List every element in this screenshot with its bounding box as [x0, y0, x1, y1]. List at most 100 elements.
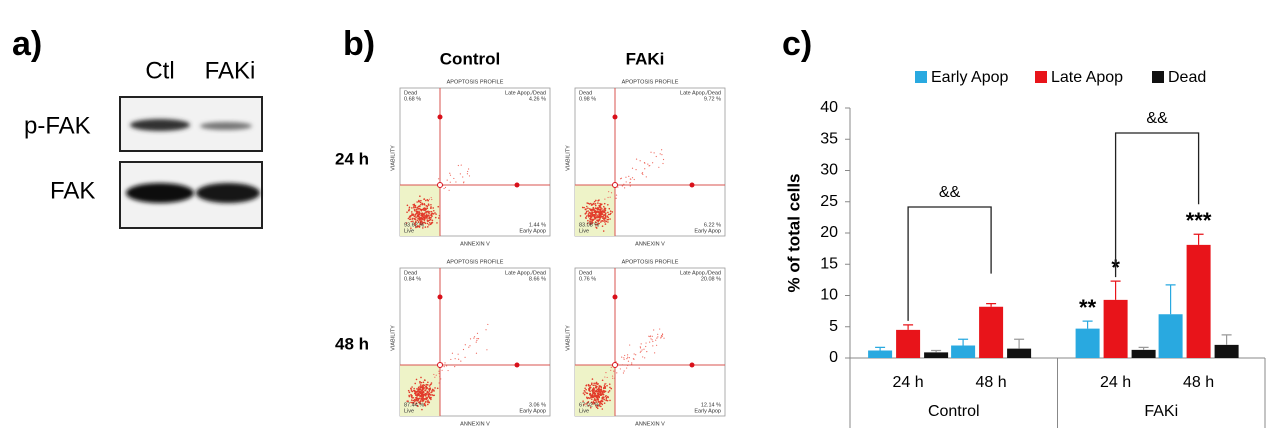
error-bar — [1014, 339, 1024, 348]
error-bar — [1083, 321, 1093, 329]
event — [410, 218, 412, 220]
event — [595, 212, 597, 214]
event — [445, 187, 446, 188]
event — [586, 396, 588, 398]
event — [610, 197, 611, 198]
plot-title: APOPTOSIS PROFILE — [447, 259, 504, 265]
event — [596, 382, 598, 384]
event — [627, 357, 628, 358]
gate-handle — [438, 295, 443, 300]
significance-label: *** — [1186, 208, 1212, 233]
event — [592, 391, 594, 393]
event — [649, 165, 650, 166]
event — [642, 356, 643, 357]
event — [608, 391, 610, 393]
event — [411, 207, 413, 209]
event — [427, 401, 429, 403]
event — [425, 384, 427, 386]
event — [425, 386, 427, 388]
event — [426, 397, 428, 399]
event — [601, 403, 603, 405]
y-axis-label: VIABILITY — [565, 325, 571, 351]
event — [640, 160, 641, 161]
event — [607, 212, 609, 214]
event — [598, 396, 600, 398]
event — [616, 198, 617, 199]
event — [586, 211, 588, 213]
event — [428, 402, 430, 404]
event — [657, 336, 658, 337]
event — [633, 358, 634, 359]
event — [421, 215, 423, 217]
event — [653, 329, 654, 330]
event — [442, 370, 443, 371]
event — [419, 206, 421, 208]
event — [592, 207, 594, 209]
event — [591, 216, 593, 218]
event — [591, 209, 593, 211]
event — [604, 203, 606, 205]
event — [413, 390, 415, 392]
event — [444, 362, 445, 363]
bar — [1159, 314, 1183, 358]
event — [595, 200, 597, 202]
plot-title: APOPTOSIS PROFILE — [622, 259, 679, 265]
event — [654, 352, 655, 353]
error-bar — [875, 347, 885, 350]
event — [587, 393, 589, 395]
event — [415, 391, 417, 393]
event — [419, 218, 421, 220]
event — [609, 400, 611, 402]
event — [430, 204, 432, 206]
event — [454, 366, 455, 367]
event — [417, 220, 419, 222]
event — [420, 393, 422, 395]
gate-handle — [690, 183, 695, 188]
event — [591, 394, 593, 396]
event — [603, 211, 605, 213]
event — [406, 211, 408, 213]
event — [607, 396, 609, 398]
event — [627, 354, 628, 355]
event — [425, 399, 427, 401]
event — [412, 218, 414, 220]
x-axis-label: ANNEXIN V — [460, 241, 490, 247]
quadrant-label: Live — [579, 228, 589, 234]
event — [661, 149, 662, 150]
event — [600, 214, 602, 216]
event — [663, 338, 664, 339]
event — [616, 195, 617, 196]
event — [593, 395, 595, 397]
event — [418, 211, 420, 213]
event — [449, 190, 450, 191]
event — [414, 399, 416, 401]
event — [645, 346, 646, 347]
event — [438, 371, 439, 372]
row-label: 48 h — [335, 334, 369, 353]
y-tick-label: 15 — [820, 255, 838, 272]
flow-plot: APOPTOSIS PROFILEDead0.76 %Late Apop./De… — [565, 259, 725, 427]
event — [450, 359, 451, 360]
event — [608, 219, 610, 221]
event — [467, 173, 468, 174]
event — [408, 210, 410, 212]
event — [430, 384, 432, 386]
event — [648, 336, 649, 337]
event — [599, 212, 601, 214]
event — [603, 230, 605, 232]
gate-handle — [613, 183, 618, 188]
event — [438, 178, 439, 179]
event — [591, 398, 593, 400]
event — [458, 165, 459, 166]
event — [414, 210, 416, 212]
event — [609, 218, 611, 220]
event — [607, 197, 608, 198]
event — [487, 324, 488, 325]
event — [608, 191, 609, 192]
event — [436, 375, 437, 376]
event — [468, 347, 469, 348]
event — [426, 392, 428, 394]
event — [646, 176, 647, 177]
bar — [1007, 349, 1031, 358]
quadrant-value: 0.76 % — [579, 276, 596, 282]
